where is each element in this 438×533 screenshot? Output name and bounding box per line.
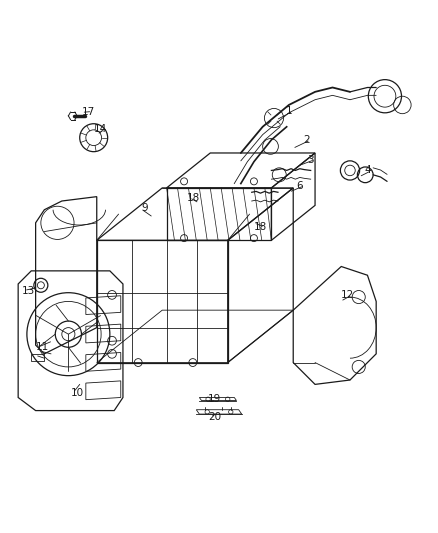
Text: 1: 1 [286, 106, 292, 116]
Text: 18: 18 [187, 192, 200, 203]
Text: 4: 4 [364, 165, 371, 175]
Text: 9: 9 [141, 204, 148, 213]
Text: 11: 11 [35, 342, 49, 352]
Text: 19: 19 [208, 394, 221, 404]
Text: 17: 17 [81, 107, 95, 117]
Text: 12: 12 [341, 290, 354, 300]
Text: 13: 13 [21, 286, 35, 295]
Text: 14: 14 [94, 124, 107, 134]
Text: 6: 6 [297, 181, 303, 191]
Bar [31, 354, 44, 361]
Text: 3: 3 [307, 155, 314, 165]
Text: 10: 10 [71, 388, 84, 398]
Text: 2: 2 [303, 135, 310, 145]
Text: 20: 20 [208, 412, 221, 422]
Text: 18: 18 [254, 222, 267, 232]
